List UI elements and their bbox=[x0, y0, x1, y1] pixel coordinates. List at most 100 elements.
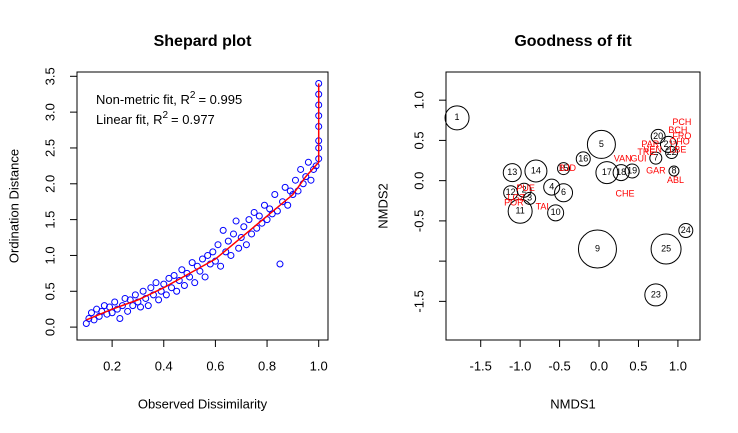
y-axis-label: Ordination Distance bbox=[6, 149, 21, 263]
point bbox=[209, 248, 217, 256]
y-tick-label: 3.0 bbox=[42, 103, 57, 121]
species-label: PCH bbox=[672, 117, 691, 127]
y-tick-label: -1.5 bbox=[411, 290, 426, 312]
site-label: 12 bbox=[506, 187, 516, 197]
site-label: 13 bbox=[507, 167, 517, 177]
annotation-value: = 0.977 bbox=[171, 112, 215, 127]
x-tick-label: 0.8 bbox=[258, 358, 276, 373]
y-tick-label: 1.5 bbox=[42, 211, 57, 229]
annotation-superscript: 2 bbox=[190, 90, 196, 101]
fit-line bbox=[86, 83, 320, 321]
species-label: ABL bbox=[667, 175, 684, 185]
point bbox=[191, 279, 199, 287]
site-label: 5 bbox=[599, 139, 604, 149]
point bbox=[255, 212, 263, 220]
point bbox=[281, 183, 289, 191]
site-label: 9 bbox=[595, 243, 600, 253]
point bbox=[116, 315, 124, 323]
x-tick-label: 0.4 bbox=[155, 358, 173, 373]
site-bubble bbox=[595, 161, 619, 185]
x-tick-label: 1.0 bbox=[310, 358, 328, 373]
site-bubble bbox=[586, 129, 616, 159]
y-tick-label: 0.0 bbox=[42, 318, 57, 336]
point bbox=[271, 191, 279, 199]
species-label: BCH bbox=[668, 125, 687, 135]
site-label: 24 bbox=[681, 225, 691, 235]
y-tick-label: 0.5 bbox=[411, 131, 426, 149]
point bbox=[204, 251, 212, 259]
site-bubble bbox=[644, 283, 668, 307]
point bbox=[217, 262, 225, 270]
species-label: TRE bbox=[637, 147, 655, 157]
x-tick-label: 0.0 bbox=[590, 358, 608, 373]
point bbox=[312, 162, 320, 170]
site-label: 7 bbox=[653, 152, 658, 162]
species-label: LBE bbox=[669, 144, 686, 154]
site-label: 3 bbox=[527, 193, 532, 203]
site-bubble bbox=[554, 183, 574, 203]
point bbox=[199, 255, 206, 263]
point bbox=[85, 315, 93, 323]
annotation-text: Linear fit, R bbox=[96, 112, 162, 127]
point bbox=[173, 287, 181, 295]
site-bubble bbox=[624, 163, 640, 179]
point bbox=[165, 274, 173, 282]
site-label: 6 bbox=[561, 187, 566, 197]
point bbox=[222, 248, 230, 256]
point bbox=[155, 296, 163, 304]
point bbox=[235, 244, 243, 252]
site-bubble bbox=[575, 151, 591, 167]
site-bubble bbox=[665, 145, 679, 159]
point bbox=[139, 287, 147, 295]
y-tick-label: 0.0 bbox=[411, 172, 426, 190]
site-label: 10 bbox=[551, 207, 561, 217]
point bbox=[224, 237, 232, 245]
point bbox=[276, 260, 284, 268]
species-label: GUI bbox=[630, 153, 646, 163]
point bbox=[188, 259, 196, 267]
annotation: Linear fit, R2 = 0.977 bbox=[96, 110, 215, 128]
point bbox=[98, 307, 106, 315]
x-tick-label: -0.5 bbox=[548, 358, 570, 373]
site-label: 16 bbox=[578, 153, 588, 163]
species-label: VAN bbox=[614, 153, 632, 163]
site-bubble bbox=[524, 159, 548, 183]
y-tick-label: 0.5 bbox=[42, 282, 57, 300]
site-bubble bbox=[507, 198, 533, 224]
site-label: 15 bbox=[559, 163, 569, 173]
site-bubble bbox=[649, 151, 663, 165]
annotation: Non-metric fit, R2 = 0.995 bbox=[96, 90, 242, 108]
point bbox=[118, 302, 126, 310]
point bbox=[147, 284, 155, 292]
site-bubble bbox=[543, 178, 561, 196]
site-label: 2 bbox=[522, 185, 527, 195]
point bbox=[279, 198, 287, 206]
site-bubble bbox=[557, 162, 571, 176]
point bbox=[87, 309, 95, 317]
species-label: BJD bbox=[559, 163, 577, 173]
annotation-superscript: 2 bbox=[162, 110, 168, 121]
point bbox=[284, 201, 292, 209]
site-bubble bbox=[650, 128, 666, 144]
point bbox=[302, 173, 310, 181]
site-bubble bbox=[547, 204, 565, 222]
point bbox=[291, 176, 299, 184]
point bbox=[137, 303, 145, 311]
y-tick-label: 2.5 bbox=[42, 139, 57, 157]
site-bubble bbox=[523, 191, 537, 205]
chart-title: Goodness of fit bbox=[514, 33, 632, 50]
plot-box bbox=[445, 71, 701, 341]
point bbox=[289, 191, 297, 199]
x-tick-label: -1.5 bbox=[470, 358, 492, 373]
point bbox=[170, 272, 178, 280]
x-axis-label: NMDS1 bbox=[550, 396, 596, 411]
site-bubble bbox=[577, 229, 617, 269]
point bbox=[242, 241, 250, 249]
point bbox=[229, 230, 237, 238]
species-label: TAI bbox=[536, 202, 549, 212]
y-tick-label: 1.0 bbox=[411, 91, 426, 109]
site-label: 20 bbox=[653, 131, 663, 141]
site-label: 4 bbox=[549, 181, 554, 191]
point bbox=[240, 223, 248, 231]
site-label: 14 bbox=[531, 165, 541, 175]
